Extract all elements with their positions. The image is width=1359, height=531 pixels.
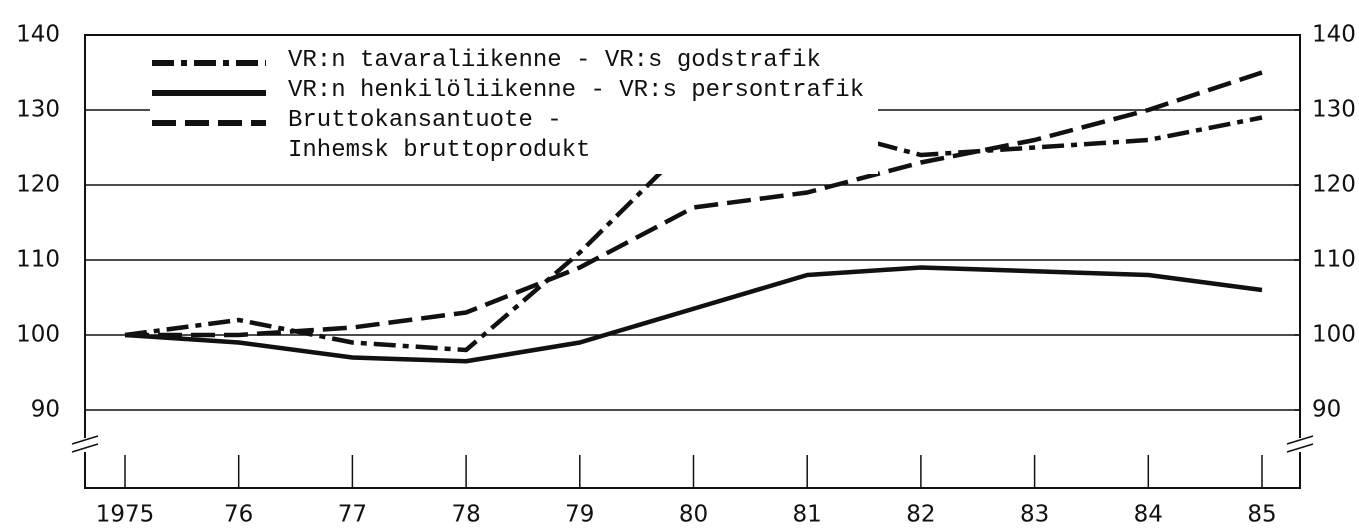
- legend-label: VR:n henkilöliikenne - VR:s persontrafik: [288, 77, 865, 104]
- y2-tick-label: 110: [1312, 247, 1356, 273]
- y2-tick-label: 140: [1312, 22, 1356, 48]
- x-tick-label: 85: [1247, 502, 1276, 528]
- legend: VR:n tavaraliikenne - VR:s godstrafik VR:…: [150, 47, 879, 174]
- legend-label: VR:n tavaraliikenne - VR:s godstrafik: [288, 47, 821, 74]
- axis-break: [70, 435, 1315, 453]
- series-line: [124, 265, 1263, 364]
- x-tick-label: 76: [224, 502, 253, 528]
- y-tick-label: 120: [16, 172, 60, 198]
- y2-tick-label: 130: [1312, 97, 1356, 123]
- legend-swatch: [152, 90, 266, 96]
- legend-entry: VR:n tavaraliikenne - VR:s godstrafik: [150, 47, 864, 82]
- legend-swatch: [152, 120, 266, 126]
- x-tick-label: 78: [451, 502, 480, 528]
- x-tick-label: 80: [679, 502, 708, 528]
- y2-tick-label: 100: [1312, 322, 1356, 348]
- y-tick-label: 100: [16, 322, 60, 348]
- x-tick-label: 77: [338, 502, 367, 528]
- x-tick-label: 81: [793, 502, 822, 528]
- x-tick-label: 84: [1134, 502, 1163, 528]
- legend-swatch: [152, 60, 266, 66]
- series-line: [125, 70, 1263, 338]
- legend-entry: VR:n henkilöliikenne - VR:s persontrafik: [150, 77, 864, 112]
- legend-label: Bruttokansantuote - Inhemsk bruttoproduk…: [288, 107, 591, 164]
- x-tick-label: 82: [906, 502, 935, 528]
- x-tick-label: 83: [1020, 502, 1049, 528]
- y2-tick-label: 120: [1312, 172, 1356, 198]
- x-tick-label: 1975: [96, 502, 155, 528]
- x-tick-label: 79: [565, 502, 594, 528]
- series-line: [124, 115, 1263, 353]
- y2-tick-label: 90: [1312, 397, 1341, 423]
- legend-entry: Bruttokansantuote - Inhemsk bruttoproduk…: [150, 107, 864, 174]
- y-tick-label: 110: [16, 247, 60, 273]
- y-tick-label: 140: [16, 22, 60, 48]
- y-tick-label: 130: [16, 97, 60, 123]
- y-tick-label: 90: [31, 397, 60, 423]
